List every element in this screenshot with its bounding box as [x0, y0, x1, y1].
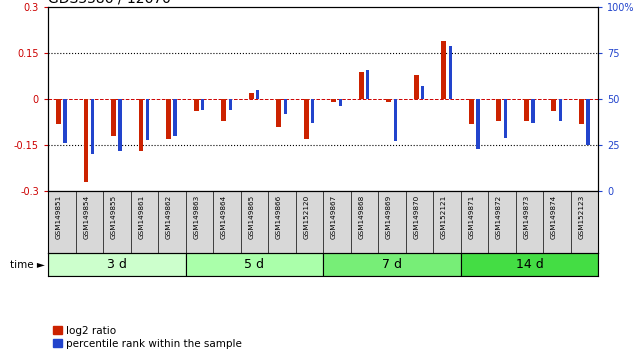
Bar	[276, 99, 281, 127]
Text: GSM149865: GSM149865	[248, 194, 255, 239]
Bar	[449, 46, 452, 99]
Bar	[524, 99, 529, 121]
Text: GSM149869: GSM149869	[386, 194, 392, 239]
Bar	[186, 253, 323, 276]
Text: GSM152121: GSM152121	[441, 194, 447, 239]
Bar	[551, 99, 556, 112]
Text: GSM149863: GSM149863	[193, 194, 200, 239]
Text: GSM149867: GSM149867	[331, 194, 337, 239]
Bar	[496, 99, 501, 121]
Text: GSM149855: GSM149855	[111, 194, 117, 239]
Text: GDS3386 / 12670: GDS3386 / 12670	[48, 0, 171, 6]
Text: 7 d: 7 d	[382, 258, 402, 271]
Bar	[303, 99, 308, 139]
Bar	[461, 253, 598, 276]
Bar	[248, 93, 253, 99]
Bar	[386, 99, 391, 102]
Bar	[586, 99, 589, 145]
Text: GSM152120: GSM152120	[303, 194, 310, 239]
Bar	[91, 99, 94, 154]
Bar	[421, 86, 424, 99]
Bar	[56, 99, 61, 124]
Bar	[468, 99, 474, 124]
Bar	[256, 90, 259, 99]
Bar	[531, 99, 534, 123]
Legend: log2 ratio, percentile rank within the sample: log2 ratio, percentile rank within the s…	[53, 326, 241, 349]
Bar	[559, 99, 562, 121]
Bar	[173, 99, 177, 136]
Text: GSM149874: GSM149874	[551, 194, 557, 239]
Bar	[221, 99, 226, 121]
Text: 3 d: 3 d	[107, 258, 127, 271]
Text: GSM149870: GSM149870	[413, 194, 420, 239]
Bar	[394, 99, 397, 142]
Bar	[63, 99, 67, 143]
Bar	[331, 99, 336, 102]
Bar	[284, 99, 287, 114]
Bar	[228, 99, 232, 110]
Bar	[504, 99, 507, 138]
Text: GSM149851: GSM149851	[56, 194, 62, 239]
Text: GSM149854: GSM149854	[83, 194, 90, 239]
Text: GSM152123: GSM152123	[579, 194, 585, 239]
Text: time ►: time ►	[10, 259, 45, 270]
Bar	[48, 253, 186, 276]
Text: GSM149862: GSM149862	[166, 194, 172, 239]
Bar	[193, 99, 198, 112]
Bar	[476, 99, 479, 149]
Text: 5 d: 5 d	[244, 258, 264, 271]
Text: 14 d: 14 d	[516, 258, 543, 271]
Bar	[83, 99, 88, 182]
Bar	[111, 99, 116, 136]
Bar	[441, 41, 446, 99]
Text: GSM149871: GSM149871	[468, 194, 475, 239]
Bar	[118, 99, 122, 151]
Text: GSM149864: GSM149864	[221, 194, 227, 239]
Bar	[358, 72, 364, 99]
Bar	[413, 75, 419, 99]
Text: GSM149866: GSM149866	[276, 194, 282, 239]
Bar	[323, 253, 461, 276]
Bar	[201, 99, 204, 110]
Bar	[339, 99, 342, 107]
Bar	[146, 99, 149, 139]
Bar	[366, 70, 369, 99]
Text: GSM149861: GSM149861	[138, 194, 145, 239]
Text: GSM149873: GSM149873	[524, 194, 530, 239]
Text: GSM149868: GSM149868	[358, 194, 365, 239]
Bar	[311, 99, 314, 123]
Bar	[579, 99, 584, 124]
Text: GSM149872: GSM149872	[496, 194, 502, 239]
Bar	[138, 99, 143, 151]
Bar	[166, 99, 171, 139]
